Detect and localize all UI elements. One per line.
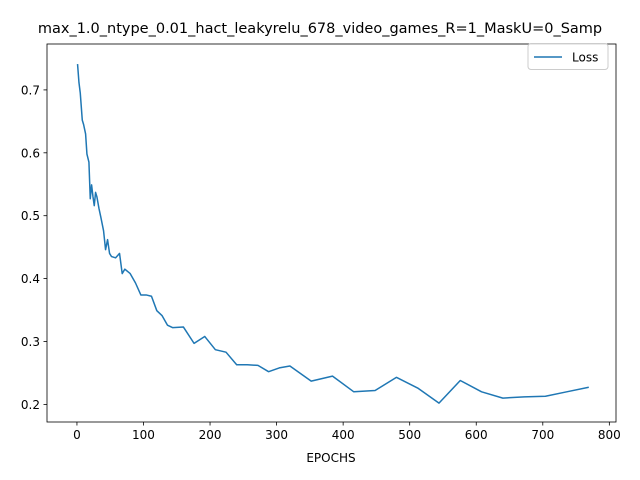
y-tick-label: 0.2	[21, 398, 40, 412]
x-tick-label: 100	[132, 428, 155, 442]
y-tick-label: 0.3	[21, 335, 40, 349]
x-tick-label: 500	[398, 428, 421, 442]
legend: Loss	[527, 43, 609, 70]
chart-title: max_1.0_ntype_0.01_hact_leakyrelu_678_vi…	[38, 21, 602, 37]
plot-area	[46, 43, 617, 423]
legend-box	[527, 43, 609, 70]
x-tick-label: 200	[199, 428, 222, 442]
x-tick-label: 700	[531, 428, 554, 442]
series-line-0	[76, 63, 589, 404]
y-tick-label: 0.7	[21, 83, 40, 97]
x-tick-label: 0	[73, 428, 81, 442]
x-tick-label: 800	[598, 428, 621, 442]
y-axis: 0.2 0.3 0.4 0.5 0.6 0.7	[21, 83, 47, 412]
y-tick-label: 0.4	[21, 272, 40, 286]
x-tick-label: 400	[332, 428, 355, 442]
x-axis-label: EPOCHS	[306, 451, 355, 465]
legend-label: Loss	[572, 51, 598, 65]
x-axis: 0 100 200 300 400 500 600 700 800	[73, 422, 621, 442]
y-tick-label: 0.6	[21, 146, 40, 160]
x-tick-label: 300	[265, 428, 288, 442]
plot-frame	[46, 43, 617, 423]
y-tick-label: 0.5	[21, 209, 40, 223]
x-tick-label: 600	[465, 428, 488, 442]
